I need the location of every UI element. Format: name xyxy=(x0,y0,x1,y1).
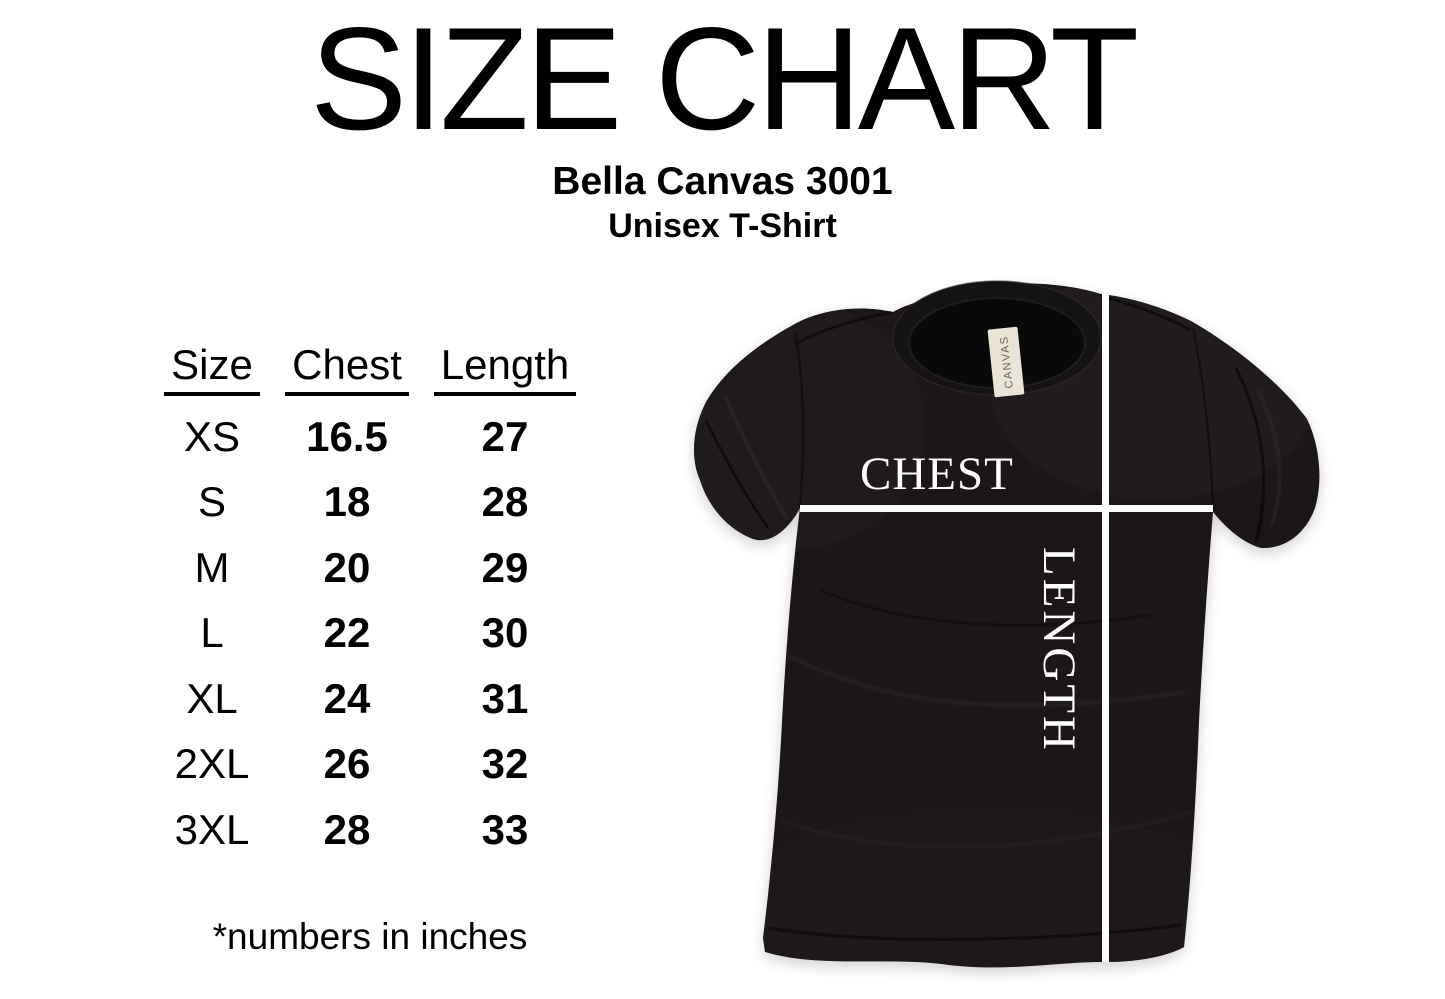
neck-tag-text: CANVAS xyxy=(998,335,1016,389)
page-title: SIZE CHART xyxy=(309,0,1139,160)
chest-cell: 18 xyxy=(323,478,371,526)
length-cell: 31 xyxy=(481,674,529,722)
chest-cell: 22 xyxy=(323,609,371,657)
brand-subtitle: Bella Canvas 3001 xyxy=(552,160,893,203)
column-header-length: Length xyxy=(410,341,600,396)
length-cell: 30 xyxy=(481,609,529,657)
size-cell: M xyxy=(194,543,230,591)
size-cell: XL xyxy=(186,674,238,722)
size-cell: S xyxy=(197,478,226,526)
length-measure-line xyxy=(1102,277,1109,962)
length-label: LENGTH xyxy=(1033,547,1085,753)
chest-cell: 26 xyxy=(323,740,371,788)
size-cell: XS xyxy=(183,412,241,460)
size-table: XS 16.5 27 S 18 28 M 20 29 L 22 30 XL 24… xyxy=(140,404,600,863)
size-cell: 3XL xyxy=(174,805,250,853)
chest-cell: 20 xyxy=(323,543,371,591)
chest-cell: 24 xyxy=(323,674,371,722)
column-header-chest: Chest xyxy=(284,341,410,396)
table-row: XL 24 31 xyxy=(140,666,600,732)
table-row: 2XL 26 32 xyxy=(140,732,600,798)
length-cell: 27 xyxy=(481,412,529,460)
neck-tag: CANVAS xyxy=(987,326,1025,398)
chest-cell: 28 xyxy=(323,805,371,853)
length-cell: 33 xyxy=(481,805,529,853)
chest-measure-line xyxy=(800,505,1213,512)
table-row: M 20 29 xyxy=(140,535,600,601)
product-subtitle: Unisex T-Shirt xyxy=(608,207,837,245)
column-header-size: Size xyxy=(140,341,284,396)
table-row: L 22 30 xyxy=(140,601,600,667)
chest-label: CHEST xyxy=(860,448,1014,500)
length-cell: 28 xyxy=(481,478,529,526)
length-cell: 29 xyxy=(481,543,529,591)
length-cell: 32 xyxy=(481,740,529,788)
size-cell: L xyxy=(200,609,224,657)
tshirt-diagram: CANVAS CHEST LENGTH xyxy=(693,277,1320,968)
table-row: XS 16.5 27 xyxy=(140,404,600,470)
units-footnote: *numbers in inches xyxy=(212,916,528,957)
size-cell: 2XL xyxy=(174,740,250,788)
chest-cell: 16.5 xyxy=(306,412,388,460)
size-table-header: Size Chest Length xyxy=(140,341,600,396)
table-row: S 18 28 xyxy=(140,470,600,536)
table-row: 3XL 28 33 xyxy=(140,797,600,863)
